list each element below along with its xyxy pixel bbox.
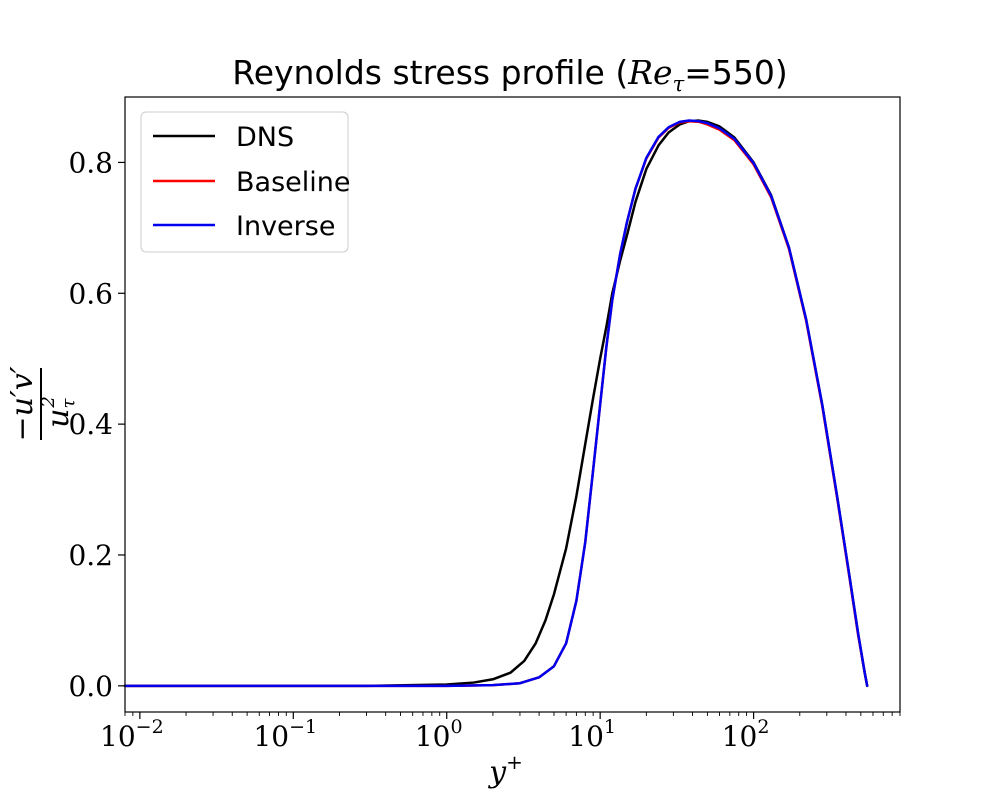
legend-label-dns: DNS [236, 122, 294, 153]
plot-frame [124, 96, 901, 713]
x-tick-label: 102 [722, 716, 770, 753]
legend-box [140, 111, 349, 253]
y-axis-label: −u′v′ uτ2 [5, 366, 79, 441]
x-tick-label: 10−1 [253, 716, 317, 753]
x-tick-label: 101 [568, 716, 616, 753]
y-tick-label: 0.0 [68, 670, 113, 703]
series-line-inverse [123, 119, 869, 688]
legend-label-inverse: Inverse [236, 211, 335, 242]
axis-ticks: 0.0 0.2 0.4 0.6 0.8 10−2 10−1 100 101 102 [68, 146, 901, 753]
legend-label-baseline: Baseline [236, 167, 350, 198]
x-tick-label: 10−2 [100, 716, 164, 753]
y-axis-label-denominator: uτ2 [38, 396, 79, 428]
x-tick-label: 100 [415, 716, 463, 753]
y-axis-label-numerator: −u′v′ [5, 366, 40, 441]
y-tick-label: 0.8 [68, 146, 113, 179]
x-axis-label: y+ [487, 750, 523, 790]
legend: DNS Baseline Inverse [140, 111, 350, 253]
chart-title: Reynolds stress profile (Reτ=550) [232, 53, 787, 96]
plot-lines [123, 119, 869, 688]
y-tick-label: 0.2 [68, 539, 113, 572]
y-tick-label: 0.4 [68, 408, 113, 441]
y-tick-label: 0.6 [68, 277, 113, 310]
